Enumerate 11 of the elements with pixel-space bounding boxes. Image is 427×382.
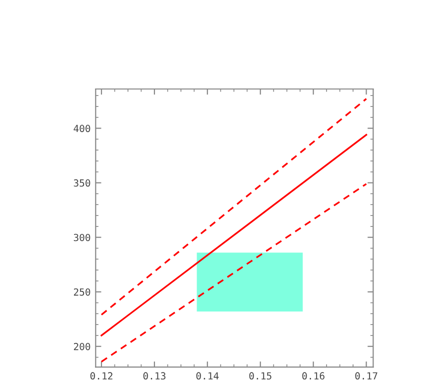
y-tick-label: 400 bbox=[74, 124, 90, 132]
y-tick-label: 300 bbox=[74, 234, 90, 242]
y-tick-label: 350 bbox=[74, 179, 90, 187]
y-tick-label: 250 bbox=[74, 288, 90, 296]
x-tick-label: 0.14 bbox=[196, 372, 219, 380]
x-tick-label: 0.12 bbox=[90, 372, 112, 380]
y-tick-label: 200 bbox=[74, 342, 90, 350]
x-tick-label: 0.15 bbox=[249, 372, 272, 380]
x-tick-label: 0.13 bbox=[143, 372, 166, 380]
x-tick-label: 0.16 bbox=[302, 372, 324, 380]
x-tick-label: 0.17 bbox=[355, 372, 378, 380]
